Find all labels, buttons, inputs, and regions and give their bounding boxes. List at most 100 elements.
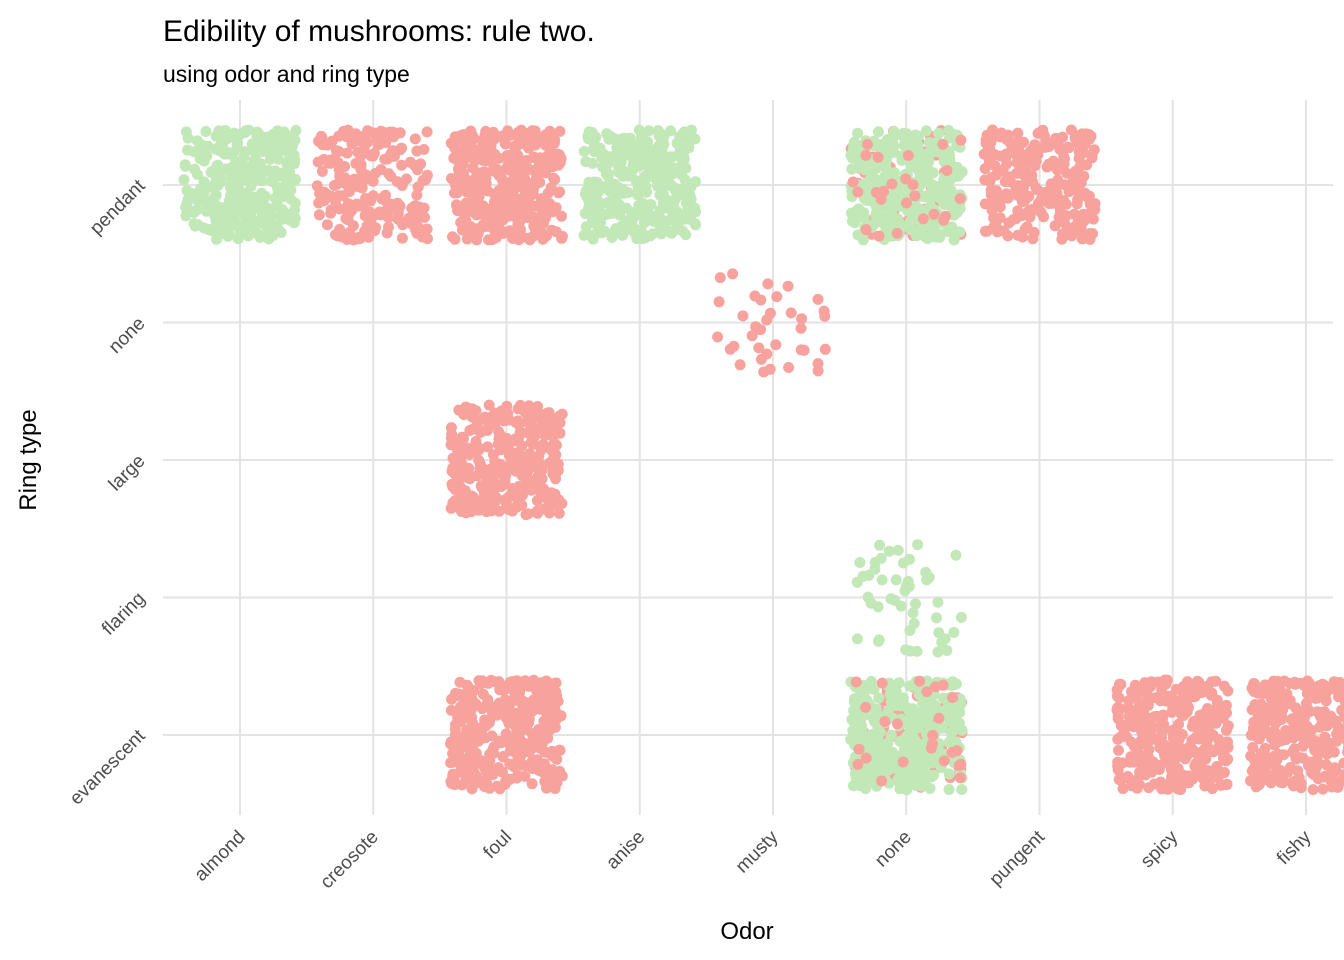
point-poisonous — [488, 188, 500, 200]
point-poisonous — [556, 498, 568, 509]
chart-title: Edibility of mushrooms: rule two. — [163, 15, 595, 48]
point-poisonous — [473, 455, 485, 466]
point-poisonous — [852, 186, 864, 198]
point-poisonous — [460, 197, 472, 209]
point-edible — [580, 185, 592, 197]
point-poisonous — [454, 716, 466, 728]
point-edible — [653, 130, 665, 142]
point-poisonous — [1293, 752, 1305, 763]
point-edible — [647, 228, 659, 240]
point-poisonous — [1065, 124, 1077, 136]
point-edible — [210, 189, 222, 201]
point-edible — [950, 169, 962, 181]
point-poisonous — [1001, 131, 1013, 143]
point-poisonous — [1075, 177, 1087, 189]
point-edible — [930, 702, 942, 714]
point-poisonous — [403, 212, 415, 224]
point-poisonous — [448, 751, 460, 763]
point-poisonous — [512, 415, 524, 427]
point-poisonous — [513, 194, 525, 205]
point-poisonous — [1336, 775, 1344, 787]
point-poisonous — [472, 144, 484, 156]
point-poisonous — [454, 155, 466, 167]
point-poisonous — [1128, 721, 1140, 733]
point-poisonous — [472, 228, 484, 239]
point-poisonous — [458, 143, 470, 155]
point-edible — [665, 125, 677, 137]
point-poisonous — [488, 484, 500, 496]
point-group-foul-pendant — [445, 124, 568, 246]
point-edible — [945, 185, 957, 196]
point-poisonous — [510, 433, 521, 445]
point-poisonous — [1264, 773, 1276, 785]
point-poisonous — [1332, 721, 1344, 733]
point-poisonous — [479, 495, 491, 507]
point-edible — [911, 150, 923, 162]
point-poisonous — [482, 694, 494, 706]
point-edible — [182, 144, 193, 156]
y-tick-label-pendant: pendant — [86, 175, 150, 239]
point-poisonous — [1246, 682, 1258, 694]
point-poisonous — [1148, 778, 1160, 790]
point-edible — [912, 539, 924, 551]
point-edible — [189, 163, 200, 175]
point-poisonous — [1122, 771, 1134, 782]
point-poisonous — [1132, 745, 1143, 757]
point-poisonous — [465, 443, 477, 455]
point-edible — [212, 226, 224, 238]
point-poisonous — [1129, 679, 1141, 691]
point-poisonous — [1172, 776, 1184, 788]
point-edible — [595, 181, 607, 193]
point-edible — [888, 167, 900, 179]
x-tick-label-pungent: pungent — [986, 826, 1050, 890]
point-edible — [932, 596, 944, 608]
point-poisonous — [516, 759, 528, 771]
point-poisonous — [955, 758, 967, 770]
point-poisonous — [1115, 678, 1127, 690]
point-poisonous — [860, 149, 872, 161]
point-poisonous — [1159, 674, 1171, 686]
point-poisonous — [409, 200, 421, 212]
point-poisonous — [488, 196, 500, 208]
point-poisonous — [549, 488, 561, 500]
point-edible — [902, 139, 914, 151]
point-poisonous — [902, 150, 914, 161]
point-poisonous — [367, 150, 379, 162]
point-edible — [289, 204, 301, 216]
point-poisonous — [313, 135, 325, 147]
point-poisonous — [481, 477, 493, 489]
point-poisonous — [1041, 161, 1053, 173]
point-poisonous — [318, 186, 330, 198]
point-edible — [646, 214, 658, 226]
point-poisonous — [1032, 184, 1044, 196]
point-edible — [931, 612, 942, 624]
point-poisonous — [544, 724, 555, 736]
point-poisonous — [1027, 233, 1039, 245]
point-edible — [845, 149, 857, 161]
point-poisonous — [510, 168, 522, 180]
point-poisonous — [946, 746, 958, 758]
point-poisonous — [464, 126, 476, 138]
point-poisonous — [352, 233, 364, 245]
point-poisonous — [860, 224, 872, 236]
point-poisonous — [1302, 736, 1314, 748]
point-edible — [876, 574, 888, 586]
point-poisonous — [937, 138, 949, 150]
point-poisonous — [1340, 701, 1344, 713]
point-edible — [907, 729, 919, 741]
point-poisonous — [467, 694, 478, 706]
point-poisonous — [473, 775, 485, 787]
point-poisonous — [396, 232, 408, 244]
point-poisonous — [491, 410, 503, 422]
point-poisonous — [1125, 736, 1137, 748]
point-poisonous — [724, 343, 736, 355]
point-poisonous — [465, 221, 477, 232]
point-poisonous — [929, 681, 941, 693]
point-edible — [922, 168, 934, 180]
point-poisonous — [379, 153, 391, 165]
point-poisonous — [483, 399, 495, 411]
point-poisonous — [1295, 778, 1307, 789]
point-poisonous — [396, 159, 408, 171]
point-edible — [677, 145, 689, 157]
point-poisonous — [544, 198, 556, 210]
